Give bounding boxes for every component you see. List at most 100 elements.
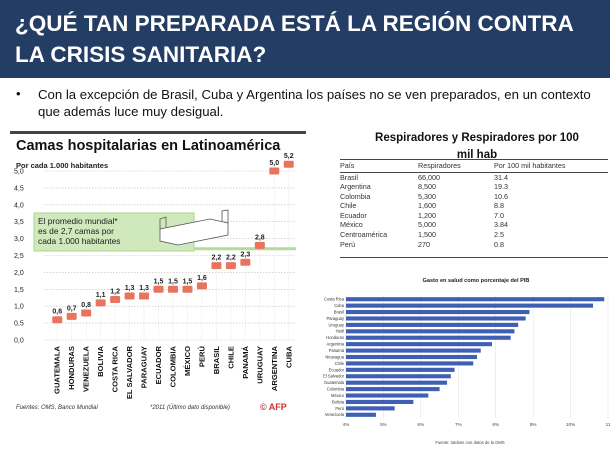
infographic-subtitle: Por cada 1.000 habitantes	[16, 161, 109, 170]
x-tick-label: MÉXICO	[183, 346, 192, 376]
y-tick-label: 2,5	[14, 253, 24, 260]
spending-bar	[346, 406, 395, 411]
y-category-label: El Salvador	[323, 374, 345, 379]
x-tick-label: 4%	[343, 422, 350, 427]
table-row: Perú 270 0.8	[340, 240, 608, 250]
x-tick-label: 8%	[492, 422, 499, 427]
health-spending-chart: Gasto en salud como porcentaje del PIB 4%…	[323, 278, 610, 445]
table-row: Ecuador 1,200 7.0	[340, 211, 608, 221]
spending-bar	[346, 387, 440, 392]
table-cell: 1,500	[418, 230, 436, 240]
respirators-table: País Respiradores Por 100 mil habitantes…	[340, 161, 608, 249]
table-cell: Perú	[340, 239, 356, 249]
x-tick-label: 10%	[566, 422, 575, 427]
table-cell: 31.4	[494, 172, 508, 182]
y-category-label: México	[331, 393, 345, 398]
y-category-label: Paraguay	[326, 316, 344, 321]
table-top-rule	[340, 159, 608, 160]
y-category-label: Uruguay	[329, 322, 345, 327]
table-cell: 8,500	[418, 182, 436, 192]
y-category-label: Argentina	[326, 342, 344, 347]
table-header-cell: Respiradores	[418, 161, 494, 173]
table-row: Argentina 8,500 19.3	[340, 182, 608, 192]
respirators-title: Respiradores y Respiradores por 100 mil …	[362, 130, 592, 164]
table-cell: 3.84	[494, 220, 508, 230]
data-label: 1,3	[125, 285, 135, 292]
x-tick-label: ARGENTINA	[270, 345, 279, 391]
data-label: 5,0	[269, 160, 279, 167]
data-label: 1,2	[110, 288, 120, 295]
data-marker	[153, 285, 164, 293]
data-marker	[196, 282, 207, 290]
data-label: 2,2	[226, 255, 236, 262]
y-tick-label: 4,5	[14, 185, 24, 192]
x-tick-label: ECUADOR	[154, 345, 163, 384]
data-marker	[254, 241, 265, 249]
data-label: 1,3	[139, 285, 149, 292]
table-row: Colombia 5,300 10.6	[340, 192, 608, 202]
spending-bar	[346, 329, 515, 334]
table-cell: 0.8	[494, 239, 504, 249]
table-bottom-rule	[340, 257, 608, 258]
spending-bar	[346, 316, 526, 321]
x-tick-label: BOLIVIA	[96, 345, 105, 376]
x-tick-label: COSTA RICA	[111, 345, 120, 392]
title-bar: ¿QUÉ TAN PREPARADA ESTÁ LA REGIÓN CONTRA…	[0, 0, 610, 78]
y-category-label: Guatemala	[324, 380, 345, 385]
data-marker	[66, 312, 77, 320]
y-category-label: Brasil	[334, 309, 344, 314]
bed-icon-footboard	[221, 209, 229, 223]
data-label: 5,2	[284, 153, 294, 160]
data-marker	[269, 167, 280, 175]
callout-text: es de 2,7 camas por	[38, 226, 114, 236]
y-category-label: Haití	[336, 329, 345, 334]
table-cell: 270	[418, 239, 430, 249]
x-tick-label: COLOMBIA	[169, 345, 178, 387]
data-marker	[182, 285, 193, 293]
infographic-top-rule	[10, 131, 306, 134]
table-cell: 1,200	[418, 210, 436, 220]
bed-icon	[159, 209, 229, 246]
data-label: 2,3	[240, 251, 250, 258]
spending-bar	[346, 297, 605, 302]
data-label: 1,1	[96, 292, 106, 299]
spending-bar	[346, 348, 481, 353]
y-category-label: Cuba	[334, 303, 345, 308]
data-label: 1,5	[168, 278, 178, 285]
y-tick-label: 2,0	[14, 270, 24, 277]
y-category-label: Costa Rica	[324, 297, 345, 302]
data-marker	[139, 292, 150, 300]
data-marker	[52, 316, 63, 324]
data-label: 1,5	[183, 278, 193, 285]
y-category-label: Ecuador	[329, 367, 345, 372]
y-category-label: Chile	[335, 361, 345, 366]
y-tick-label: 0,0	[14, 338, 24, 345]
table-cell: 2.5	[494, 230, 504, 240]
x-tick-label: HONDURAS	[67, 346, 76, 390]
data-marker	[110, 295, 121, 303]
data-marker	[168, 285, 178, 293]
spending-bar	[346, 303, 594, 308]
table-cell: 10.6	[494, 191, 508, 201]
table-cell: Argentina	[340, 182, 371, 192]
table-cell: Brasil	[340, 172, 358, 182]
table-header-cell: Por 100 mil habitantes	[494, 161, 608, 173]
table-cell: 19.3	[494, 182, 508, 192]
spending-bar	[346, 412, 376, 417]
y-tick-label: 4,0	[14, 202, 24, 209]
x-tick-label: PANAMÁ	[241, 345, 250, 378]
x-tick-label: CUBA	[284, 345, 293, 367]
data-marker	[283, 160, 294, 168]
y-category-label: Bolivia	[332, 399, 345, 404]
table-cell: 7.0	[494, 210, 504, 220]
infographic-title: Camas hospitalarias en Latinoamérica	[16, 138, 281, 154]
table-cell: Chile	[340, 201, 357, 211]
beds-infographic: Camas hospitalarias en Latinoamérica Por…	[10, 131, 306, 451]
data-label: 0,8	[81, 302, 91, 309]
table-header-cell: País	[340, 161, 418, 173]
x-tick-label: CHILE	[226, 346, 235, 369]
data-label: 0,7	[67, 305, 77, 312]
table-cell: Colombia	[340, 191, 371, 201]
spending-bar	[346, 393, 429, 398]
bullet-text: Con la excepción de Brasil, Cuba y Argen…	[38, 87, 591, 119]
